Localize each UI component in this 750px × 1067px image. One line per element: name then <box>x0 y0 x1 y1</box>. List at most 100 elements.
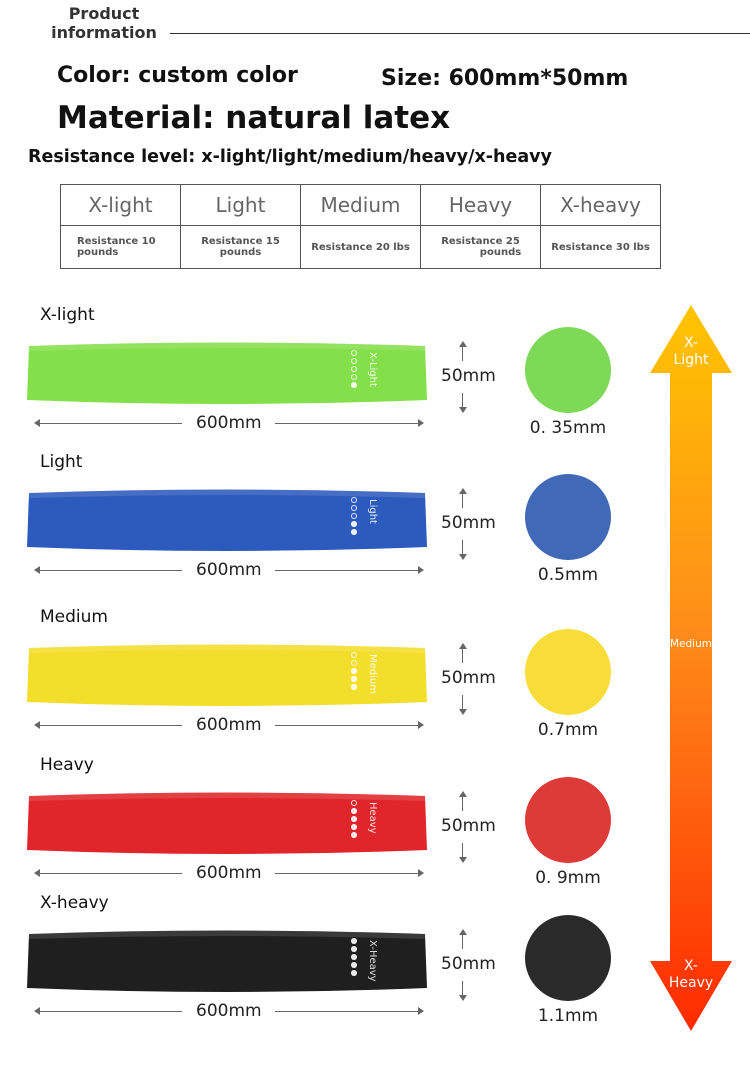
band-highlight <box>29 930 425 939</box>
scale-top-label: X- Light <box>648 335 734 369</box>
band-row: X-heavy X-Heavy 600mm 50mm 1.1mm <box>0 893 640 1028</box>
band-print-text: X-Heavy <box>367 940 378 982</box>
band-length: 600mm <box>196 1001 262 1021</box>
band-thickness: 0.7mm <box>537 720 599 740</box>
scale-top-line1: X- <box>684 335 698 351</box>
scale-bottom-line1: X- <box>684 958 698 974</box>
width-dimension-line-top <box>462 345 463 361</box>
resistance-dots <box>351 938 357 976</box>
band-image: Heavy <box>27 792 427 854</box>
band-shape <box>27 930 427 992</box>
table-value-cell: Resistance 25 pounds <box>420 225 541 269</box>
resistance-dot-filled <box>351 676 357 682</box>
band-row: X-light X-Light 600mm 50mm 0. 35mm <box>0 305 640 440</box>
resistance-dot-filled <box>351 521 357 527</box>
arrow-up-icon <box>459 929 467 935</box>
material-spec: Material: natural latex <box>57 100 451 136</box>
arrow-up-icon <box>459 791 467 797</box>
resistance-dots <box>351 800 357 838</box>
band-shape <box>27 489 427 551</box>
band-shape <box>27 644 427 706</box>
width-dimension-line-bottom <box>462 981 463 997</box>
resistance-dot-empty <box>351 374 357 380</box>
arrow-right-icon <box>418 566 424 574</box>
length-dimension-line-right <box>275 873 420 874</box>
table-header-cell: Heavy <box>420 184 541 226</box>
band-length: 600mm <box>196 863 262 883</box>
table-value-line: pounds <box>77 247 119 258</box>
band-highlight <box>29 489 425 498</box>
band-image: X-Heavy <box>27 930 427 992</box>
band-print-text: Medium <box>367 654 378 694</box>
length-dimension-line-right <box>275 570 420 571</box>
resistance-level-spec: Resistance level: x-light/light/medium/h… <box>28 147 552 167</box>
band-print-text: Light <box>367 499 378 524</box>
arrow-right-icon <box>418 1007 424 1015</box>
latex-band-icon <box>27 930 427 992</box>
table-value-line: pounds <box>219 247 262 258</box>
band-print-text: X-Light <box>367 352 378 387</box>
scale-middle-label: Medium <box>670 638 712 650</box>
resistance-dot-empty <box>351 350 357 356</box>
latex-band-icon <box>27 489 427 551</box>
arrow-right-icon <box>418 869 424 877</box>
scale-bottom-label: X- Heavy <box>648 958 734 992</box>
band-width: 50mm <box>441 816 496 836</box>
band-level-label: X-heavy <box>40 893 109 913</box>
band-highlight <box>29 792 425 801</box>
gradient-arrow-icon <box>650 305 732 1031</box>
length-dimension-line-left <box>37 725 182 726</box>
table-value-line: Resistance 10 <box>77 236 156 247</box>
color-spec: Color: custom color <box>57 63 298 88</box>
table-value-line: Resistance 25 <box>441 236 520 247</box>
resistance-dot-filled <box>351 668 357 674</box>
table-value-cell: Resistance 10 pounds <box>60 225 181 269</box>
width-dimension-line-top <box>462 647 463 663</box>
header-divider <box>170 33 750 34</box>
width-dimension-line-top <box>462 492 463 508</box>
resistance-dot-filled <box>351 684 357 690</box>
resistance-scale-arrow: X- Light Medium X- Heavy <box>648 305 734 1033</box>
resistance-dot-filled <box>351 816 357 822</box>
band-thickness: 1.1mm <box>537 1006 599 1026</box>
resistance-dot-filled <box>351 962 357 968</box>
resistance-dot-filled <box>351 824 357 830</box>
latex-band-icon <box>27 644 427 706</box>
band-shape <box>27 792 427 854</box>
resistance-dots <box>351 497 357 535</box>
resistance-dot-filled <box>351 938 357 944</box>
scale-top-line2: Light <box>673 352 709 368</box>
band-level-label: Light <box>40 452 83 472</box>
latex-band-icon <box>27 342 427 404</box>
resistance-dot-filled <box>351 382 357 388</box>
table-value-cell: Resistance 30 lbs <box>540 225 661 269</box>
length-dimension-line-right <box>275 423 420 424</box>
band-highlight <box>29 644 425 653</box>
resistance-dots <box>351 350 357 388</box>
arrow-left-icon <box>34 1007 40 1015</box>
resistance-dot-empty <box>351 660 357 666</box>
width-dimension-line-top <box>462 933 463 949</box>
resistance-dot-filled <box>351 946 357 952</box>
resistance-dot-filled <box>351 954 357 960</box>
arrow-up-icon <box>459 341 467 347</box>
band-row: Medium Medium 600mm 50mm 0.7mm <box>0 607 640 742</box>
band-width: 50mm <box>441 668 496 688</box>
length-dimension-line-right <box>275 725 420 726</box>
table-header-cell: X-light <box>60 184 181 226</box>
band-row: Heavy Heavy 600mm 50mm 0. 9mm <box>0 755 640 890</box>
band-image: Light <box>27 489 427 551</box>
arrow-up-icon <box>459 643 467 649</box>
resistance-dot-filled <box>351 832 357 838</box>
color-swatch <box>525 629 611 715</box>
band-level-label: X-light <box>40 305 95 325</box>
band-thickness: 0.5mm <box>537 565 599 585</box>
resistance-table: X-light Light Medium Heavy X-heavy Resis… <box>60 184 661 269</box>
band-print-text: Heavy <box>367 802 378 834</box>
band-length: 600mm <box>196 715 262 735</box>
width-dimension-line-top <box>462 795 463 811</box>
resistance-dot-filled <box>351 970 357 976</box>
resistance-dot-empty <box>351 497 357 503</box>
table-header-cell: Medium <box>300 184 421 226</box>
length-dimension-line-left <box>37 570 182 571</box>
